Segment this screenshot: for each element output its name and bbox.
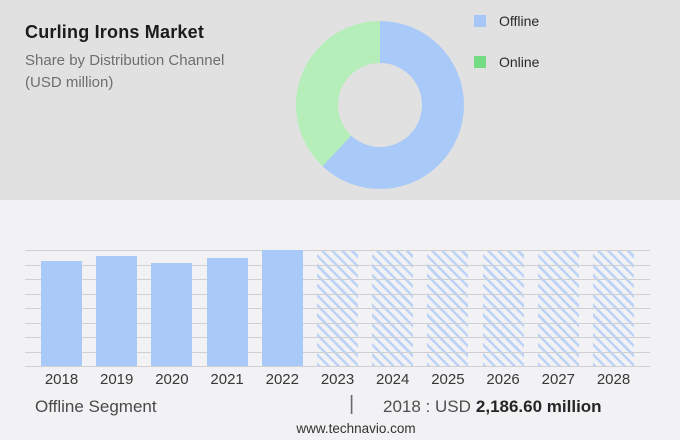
donut-chart xyxy=(296,21,464,189)
gridline xyxy=(25,322,650,324)
x-axis-label-2028: 2028 xyxy=(596,371,631,388)
donut-hole xyxy=(338,63,422,147)
x-axis-label-2018: 2018 xyxy=(44,371,79,388)
bar-2018 xyxy=(41,261,82,366)
online-swatch-icon xyxy=(474,56,486,68)
footer-value: 2018 : USD 2,186.60 million xyxy=(383,397,602,417)
x-axis-label-2023: 2023 xyxy=(320,371,355,388)
x-axis-label-2020: 2020 xyxy=(155,371,189,388)
x-axis-label-2027: 2027 xyxy=(541,371,575,388)
gridline xyxy=(25,264,650,266)
x-axis-label-2022: 2022 xyxy=(265,371,299,388)
subtitle-line-1: Share by Distribution Channel xyxy=(25,52,225,69)
gridline xyxy=(25,250,650,251)
footer-value-prefix: 2018 : USD xyxy=(383,397,471,416)
title-block: Curling Irons Market Share by Distributi… xyxy=(25,22,285,94)
gridline xyxy=(25,293,650,295)
gridline xyxy=(25,279,650,280)
bar-2022 xyxy=(261,250,303,366)
legend-item-offline: Offline xyxy=(474,13,539,29)
bar-2020 xyxy=(151,263,193,366)
legend: Offline Online xyxy=(474,13,539,95)
gridline xyxy=(25,337,650,338)
footer-segment-label: Offline Segment xyxy=(35,397,157,416)
gridline xyxy=(25,308,650,309)
subtitle-line-2: (USD million) xyxy=(25,74,114,91)
page-subtitle: Share by Distribution Channel (USD milli… xyxy=(25,50,285,94)
x-axis-label-2021: 2021 xyxy=(210,371,244,388)
x-axis-label-2026: 2026 xyxy=(486,371,520,388)
legend-label-offline: Offline xyxy=(499,13,540,29)
x-axis-label-2024: 2024 xyxy=(376,371,410,388)
footer-separator: | xyxy=(349,393,355,415)
page-title: Curling Irons Market xyxy=(25,22,205,42)
bar-2019 xyxy=(96,256,138,366)
website-text: www.technavio.com xyxy=(296,421,416,436)
footer-value-bold: 2,186.60 million xyxy=(475,397,602,416)
x-axis-label-2025: 2025 xyxy=(431,371,465,388)
bar-2021 xyxy=(206,257,248,366)
header-panel: Curling Irons Market Share by Distributi… xyxy=(0,0,680,200)
legend-label-online: Online xyxy=(499,54,540,70)
offline-swatch-icon xyxy=(474,15,486,27)
gridline xyxy=(25,366,650,367)
bar-plot: 2018 2019 2020 2021 2022 2023 2024 2025 2026 2027… xyxy=(25,250,650,388)
x-axis-label-2019: 2019 xyxy=(100,371,134,388)
gridline xyxy=(25,351,650,353)
legend-item-online: Online xyxy=(474,54,539,70)
